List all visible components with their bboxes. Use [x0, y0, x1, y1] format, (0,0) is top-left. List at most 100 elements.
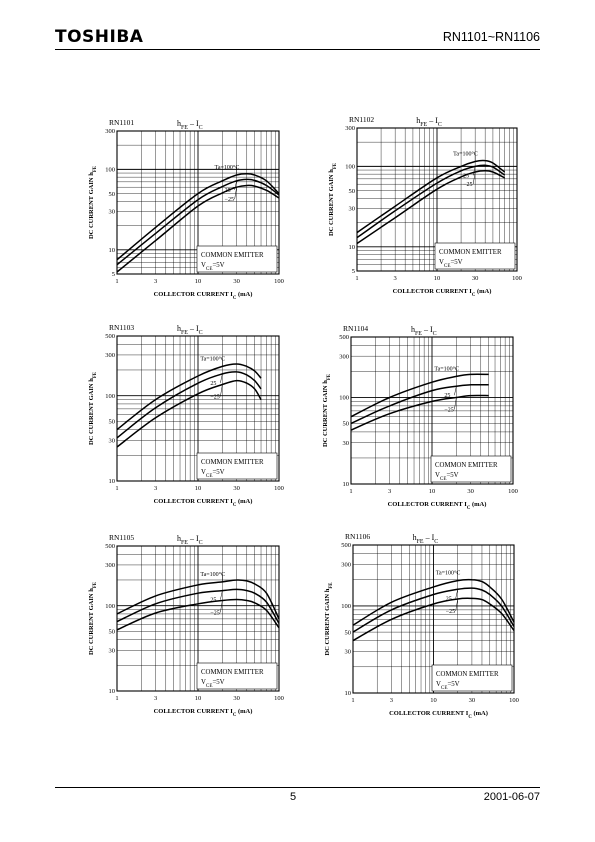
series-label: Ta=100°C: [200, 355, 225, 362]
series-leader: [454, 397, 457, 410]
plot-frame: [116, 335, 280, 482]
plot-frame: [352, 544, 515, 694]
plot-frame: [116, 130, 280, 275]
note-line-2: VCE=5V: [439, 259, 463, 269]
x-tick-label: 100: [274, 695, 284, 702]
series-leader: [220, 600, 223, 613]
y-tick-label: 100: [339, 395, 349, 402]
y-tick-label: 500: [341, 542, 351, 549]
x-tick-label: 3: [154, 485, 157, 492]
series-label: −25: [444, 407, 453, 413]
series-label: −25: [463, 182, 472, 188]
y-tick-label: 500: [339, 334, 349, 341]
note-box: [196, 452, 278, 480]
y-tick-label: 300: [345, 125, 355, 132]
y-tick-label: 300: [339, 353, 349, 360]
y-tick-label: 100: [105, 603, 115, 610]
series-line: [356, 159, 506, 234]
chart-title: hFE – IC: [411, 325, 437, 337]
x-tick-label: 30: [469, 697, 476, 704]
note-line-2: VCE=5V: [201, 469, 225, 479]
note-box: [430, 455, 512, 483]
y-tick-label: 500: [105, 543, 115, 550]
x-tick-label: 1: [355, 275, 358, 282]
y-tick-label: 10: [343, 481, 350, 488]
series-label: Ta=100°C: [436, 570, 461, 577]
series-leader: [234, 187, 237, 200]
note-line-1: COMMON EMITTER: [201, 252, 264, 259]
part-name: RN1106: [345, 532, 370, 541]
x-tick-label: 100: [509, 697, 519, 704]
y-tick-label: 300: [105, 128, 115, 135]
x-tick-label: 3: [388, 488, 391, 495]
series-line: [116, 598, 280, 631]
y-axis-label: DC CURRENT GAIN hFE: [88, 582, 98, 655]
y-tick-label: 30: [349, 206, 356, 213]
series-line: [116, 588, 280, 624]
series-label: Ta=100°C: [434, 365, 459, 372]
y-tick-label: 30: [109, 647, 116, 654]
x-tick-label: 100: [274, 278, 284, 285]
series-label: −25: [446, 609, 455, 615]
x-tick-label: 3: [390, 697, 393, 704]
y-tick-label: 30: [343, 440, 350, 447]
x-axis-label: COLLECTOR CURRENT IC (mA): [393, 288, 492, 298]
chart-title: hFE – IC: [177, 119, 203, 131]
x-tick-label: 30: [472, 275, 479, 282]
header-rule: [55, 49, 540, 50]
y-tick-label: 10: [349, 244, 356, 251]
series-line: [356, 164, 506, 239]
y-tick-label: 300: [105, 352, 115, 359]
series-label: 25: [463, 173, 469, 179]
note-line-1: COMMON EMITTER: [201, 669, 264, 676]
series-line: [116, 579, 280, 620]
plot-frame: [356, 127, 518, 272]
footer-date: 2001-06-07: [483, 791, 540, 803]
series-label: 25: [210, 598, 216, 604]
x-tick-label: 1: [351, 697, 354, 704]
y-tick-label: 50: [109, 629, 116, 636]
y-tick-label: 10: [345, 690, 352, 697]
note-box: [431, 664, 513, 692]
x-tick-label: 10: [434, 275, 441, 282]
series-line: [356, 170, 505, 245]
x-axis-label: COLLECTOR CURRENT IC (mA): [389, 710, 488, 720]
series-line: [116, 371, 262, 439]
chart-title: hFE – IC: [416, 116, 442, 128]
note-line-1: COMMON EMITTER: [439, 249, 502, 256]
series-line: [350, 394, 489, 431]
x-tick-label: 1: [115, 485, 118, 492]
chart-title: hFE – IC: [413, 533, 439, 545]
series-line: [116, 184, 280, 273]
y-tick-label: 100: [105, 167, 115, 174]
x-tick-label: 100: [508, 488, 518, 495]
y-axis-label: DC CURRENT GAIN hFE: [328, 163, 338, 236]
x-axis-label: COLLECTOR CURRENT IC (mA): [154, 708, 253, 718]
series-leader: [455, 589, 458, 599]
series-leader: [220, 590, 223, 600]
x-axis-label: COLLECTOR CURRENT IC (mA): [154, 291, 253, 301]
series-line: [350, 383, 489, 425]
part-name: RN1103: [109, 323, 134, 332]
series-leader: [472, 166, 476, 176]
x-tick-label: 10: [430, 697, 437, 704]
series-label: −25: [210, 395, 219, 401]
note-line-1: COMMON EMITTER: [201, 459, 264, 466]
x-axis-label: COLLECTOR CURRENT IC (mA): [154, 498, 253, 508]
x-tick-label: 30: [233, 695, 240, 702]
y-tick-label: 30: [109, 437, 116, 444]
series-line: [116, 178, 280, 266]
x-tick-label: 10: [429, 488, 436, 495]
chart-title: hFE – IC: [177, 534, 203, 546]
x-tick-label: 3: [394, 275, 397, 282]
series-label: 25: [444, 393, 450, 399]
part-name: RN1101: [109, 118, 134, 127]
y-tick-label: 50: [109, 191, 116, 198]
y-tick-label: 10: [109, 247, 116, 254]
part-name: RN1102: [349, 115, 374, 124]
note-line-1: COMMON EMITTER: [436, 671, 499, 678]
